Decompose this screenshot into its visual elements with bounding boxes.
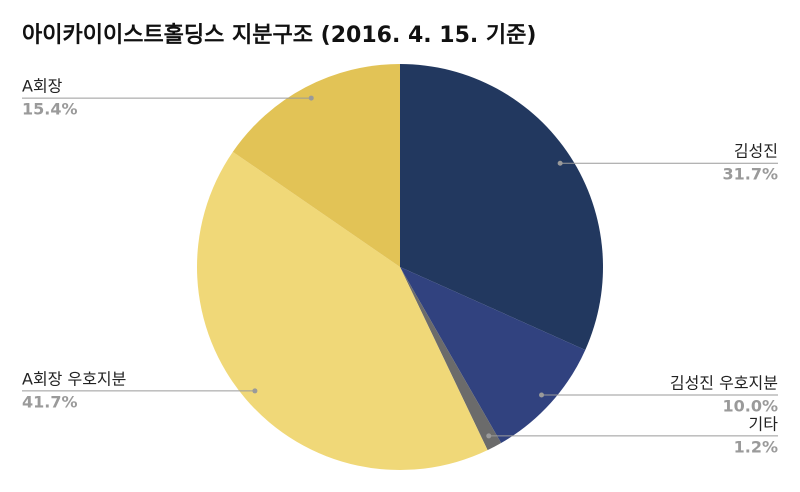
pie-slice xyxy=(197,151,488,471)
leader-dot xyxy=(539,392,545,398)
slice-label: 기타 xyxy=(749,414,779,433)
slice-label: 김성진 xyxy=(734,142,778,161)
value-label: 41.7% xyxy=(22,392,78,411)
leader-dot xyxy=(486,433,492,439)
leader-dot xyxy=(557,160,563,166)
leader-dot xyxy=(308,95,314,101)
pie-slice xyxy=(400,267,586,444)
value-label: 15.4% xyxy=(22,100,78,119)
leader-dot xyxy=(252,388,258,394)
slice-label: 김성진 우호지분 xyxy=(670,373,778,392)
value-label: 10.0% xyxy=(722,396,778,415)
pie-slice xyxy=(400,267,502,451)
pie-slice xyxy=(232,63,400,267)
chart-title: 아이카이이스트홀딩스 지분구조 (2016. 4. 15. 기준) xyxy=(22,22,536,48)
pie-slice xyxy=(400,64,603,350)
value-label: 1.2% xyxy=(734,437,778,456)
slice-label: A회장 xyxy=(22,77,63,96)
slice-label: A회장 우호지분 xyxy=(22,369,126,388)
value-label: 31.7% xyxy=(722,165,778,184)
